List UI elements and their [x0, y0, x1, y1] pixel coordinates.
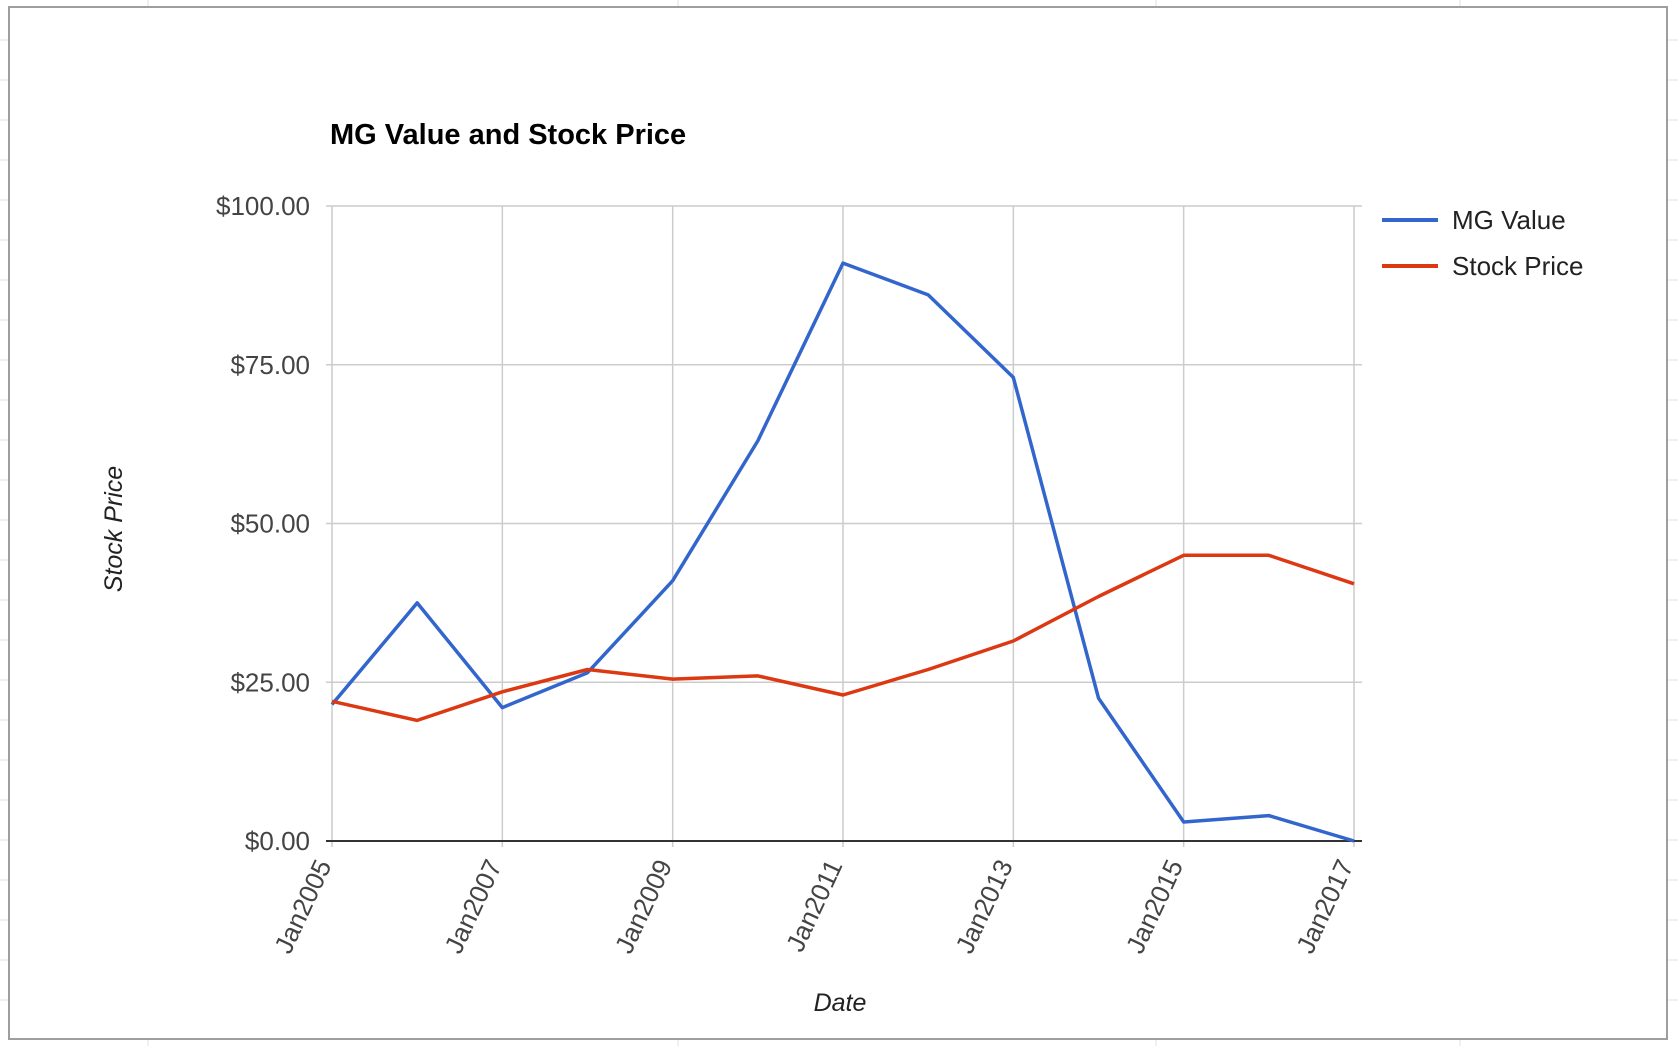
x-tick-label: Jan2005 [268, 855, 337, 958]
series-line-mg-value[interactable] [330, 261, 1355, 843]
y-axis-tick-labels: $0.00 $25.00 $50.00 $75.00 $100.00 [216, 191, 310, 856]
legend-label: MG Value [1452, 205, 1566, 235]
line-chart: MG Value and Stock Price $0.00 $25.00 $50.… [100, 119, 1584, 1017]
y-tick-label: $0.00 [245, 826, 310, 856]
chart-container[interactable]: MG Value and Stock Price $0.00 $25.00 $50.… [8, 6, 1668, 1040]
legend[interactable]: MG Value Stock Price [1382, 205, 1584, 281]
y-tick-label: $50.00 [230, 509, 310, 539]
x-tick-label: Jan2007 [438, 855, 507, 958]
x-axis-title: Date [814, 989, 867, 1017]
y-tick-label: $25.00 [230, 667, 310, 697]
y-axis-title: Stock Price [100, 466, 128, 592]
x-tick-label: Jan2009 [609, 855, 678, 958]
x-tick-label: Jan2015 [1120, 855, 1189, 958]
gridlines [326, 205, 1362, 847]
legend-label: Stock Price [1452, 251, 1584, 281]
chart-title: MG Value and Stock Price [330, 119, 686, 151]
x-tick-label: Jan2011 [780, 855, 849, 956]
x-tick-label: Jan2017 [1290, 855, 1359, 958]
x-tick-label: Jan2013 [949, 855, 1018, 958]
series-line-stock-price[interactable] [331, 553, 1355, 723]
y-tick-label: $75.00 [230, 350, 310, 380]
series-lines [330, 261, 1355, 843]
x-axis-tick-labels: Jan2005 Jan2007 Jan2009 Jan2011 Jan2013 Jan20… [268, 855, 1359, 958]
y-tick-label: $100.00 [216, 191, 310, 221]
